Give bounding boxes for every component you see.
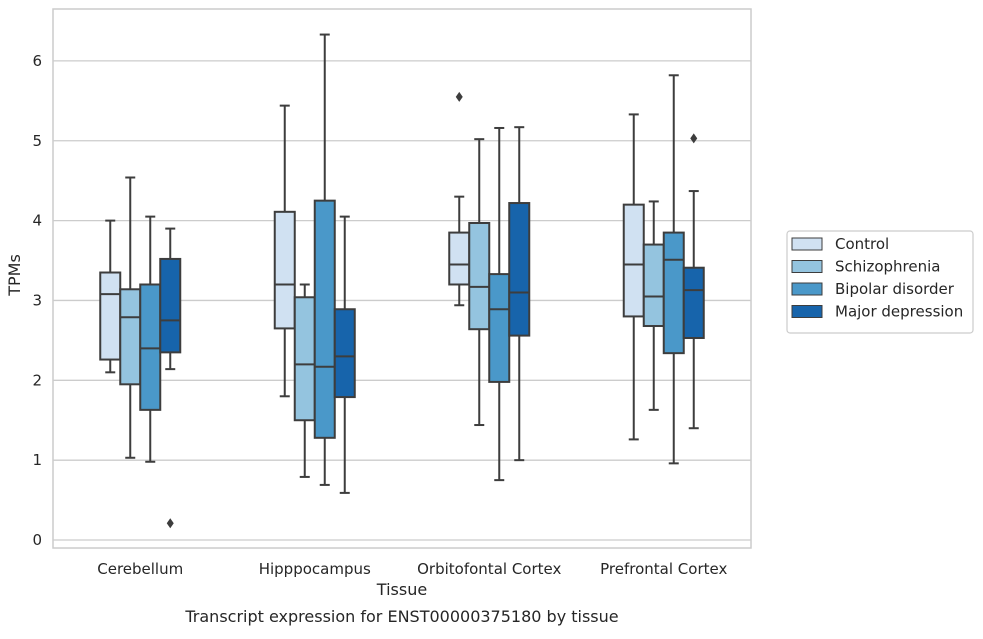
- legend-swatch: [791, 282, 823, 296]
- y-ticks: 0 1 2 3 4 5 6: [32, 52, 42, 549]
- outlier-point: [690, 133, 698, 144]
- box-group: [682, 133, 705, 430]
- box-group: [508, 126, 531, 462]
- box-iqr: [662, 231, 685, 355]
- box-iqr: [468, 222, 491, 331]
- box-group: [159, 227, 182, 529]
- legend-swatch: [791, 260, 823, 273]
- y-tick-label: 0: [32, 531, 42, 549]
- box-iqr: [488, 273, 511, 383]
- box-group: [662, 74, 685, 465]
- plot-frame: [52, 8, 752, 549]
- y-tick-label: 3: [32, 291, 42, 309]
- box-group: [119, 176, 142, 459]
- box-iqr: [119, 288, 142, 386]
- y-tick-label: 4: [32, 212, 42, 230]
- box-iqr: [508, 202, 531, 337]
- box-iqr: [139, 283, 162, 411]
- y-axis-title: TPMs: [5, 254, 24, 297]
- y-tick-label: 6: [32, 52, 42, 70]
- x-axis-title: Tissue: [376, 580, 427, 599]
- outlier-point: [166, 518, 174, 529]
- box-iqr: [293, 296, 316, 422]
- y-tick-label: 5: [32, 132, 42, 150]
- box-group: [488, 126, 511, 482]
- legend-frame: [786, 230, 974, 334]
- outlier-point: [455, 91, 463, 102]
- legend-swatch: [791, 237, 823, 251]
- boxes-layer: [99, 33, 705, 529]
- x-tick-label: Hipppocampus: [259, 560, 371, 578]
- box-group: [333, 215, 356, 494]
- x-tick-label: Prefrontal Cortex: [600, 560, 727, 578]
- legend: Control Schizophrenia Bipolar disorder Majo…: [786, 230, 974, 334]
- legend-label: Major depression: [835, 303, 963, 321]
- box-group: [99, 219, 122, 374]
- box-iqr: [448, 231, 471, 286]
- box-iqr: [622, 203, 645, 318]
- box-iqr: [682, 266, 705, 339]
- box-group: [642, 200, 665, 411]
- box-iqr: [642, 243, 665, 328]
- legend-label: Schizophrenia: [835, 258, 940, 276]
- box-group: [622, 113, 645, 441]
- box-group: [293, 283, 316, 478]
- x-tick-label: Orbitofontal Cortex: [417, 560, 561, 578]
- y-tick-label: 1: [32, 451, 42, 469]
- box-iqr: [273, 210, 296, 330]
- box-iqr: [159, 257, 182, 354]
- box-iqr: [99, 271, 122, 361]
- box-group: [273, 104, 296, 398]
- x-tick-label: Cerebellum: [97, 560, 183, 578]
- box-group: [468, 138, 491, 427]
- chart-caption: Transcript expression for ENST0000037518…: [184, 607, 618, 626]
- legend-label: Control: [835, 235, 889, 253]
- box-iqr: [313, 199, 336, 439]
- box-iqr: [333, 308, 356, 399]
- x-ticks: Cerebellum Hipppocampus Orbitofontal Corte…: [97, 560, 727, 578]
- legend-label: Bipolar disorder: [835, 280, 955, 298]
- y-tick-label: 2: [32, 371, 42, 389]
- legend-swatch: [791, 305, 823, 318]
